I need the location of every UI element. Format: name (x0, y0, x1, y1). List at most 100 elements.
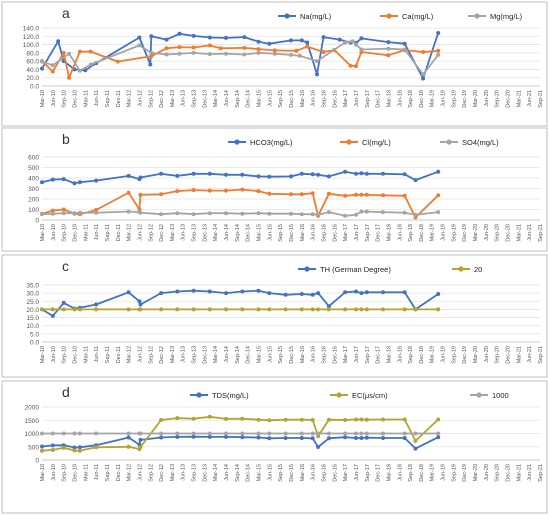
data-point (283, 292, 288, 297)
x-tick-label: Sep-20 (495, 224, 501, 242)
data-point (256, 174, 261, 179)
x-tick-label: Jun-13 (181, 90, 187, 107)
x-tick-label: Jun-19 (441, 90, 447, 107)
data-point (364, 307, 369, 312)
data-point (267, 291, 272, 296)
data-point (364, 192, 369, 197)
x-tick-label: Jun-12 (137, 346, 143, 363)
x-tick-label: Sep-12 (148, 90, 154, 108)
data-point (72, 431, 77, 436)
data-point (149, 34, 154, 39)
legend-swatch-marker (474, 13, 480, 19)
x-tick-label: Jun-18 (397, 464, 403, 481)
data-point (177, 45, 182, 50)
data-point (207, 188, 212, 193)
legend-label: 20 (474, 265, 482, 274)
data-point (289, 192, 293, 197)
x-tick-label: Mar-17 (343, 224, 349, 241)
data-point (256, 39, 261, 44)
legend-label: EC(μs/cm) (352, 391, 388, 400)
data-point (326, 436, 331, 441)
data-point (175, 307, 180, 312)
data-point (224, 172, 228, 177)
data-point (61, 300, 66, 305)
x-tick-label: Sep-11 (105, 224, 111, 241)
x-tick-label: Mar-19 (430, 224, 436, 241)
x-tick-label: Sep-18 (408, 346, 414, 364)
data-point (256, 50, 261, 55)
data-point (299, 192, 304, 197)
data-point (207, 52, 212, 57)
data-point (321, 50, 326, 54)
data-point (191, 50, 196, 55)
x-tick-label: Dec-17 (376, 346, 382, 364)
legend-swatch-marker (234, 139, 240, 145)
x-tick-label: Sep-10 (62, 224, 68, 242)
data-point (207, 431, 212, 436)
data-point (56, 39, 61, 44)
data-point (343, 40, 348, 45)
data-point (267, 211, 272, 216)
legend-swatch-marker (284, 13, 290, 19)
data-point (224, 431, 228, 436)
data-point (364, 417, 369, 422)
data-point (126, 435, 131, 440)
x-tick-label: Mar-11 (83, 346, 89, 363)
x-tick-label: Jun-21 (527, 90, 533, 107)
data-point (326, 174, 331, 179)
x-tick-label: Sep-15 (278, 90, 284, 108)
chart-panel-b: b 0 100 200 300 400 500 600 Mar-10 Jun-10 Sep-10 De… (1, 127, 548, 252)
data-point (138, 431, 143, 436)
data-point (191, 33, 196, 38)
x-tick-label: Jun-15 (267, 346, 273, 363)
y-tick-label: 0 (35, 458, 39, 465)
y-tick-label: 400 (28, 176, 39, 183)
data-point (240, 211, 245, 216)
x-tick-label: Dec-18 (419, 224, 425, 242)
data-point (61, 177, 66, 182)
data-point (436, 435, 441, 440)
x-tick-label: Sep-18 (408, 90, 414, 108)
data-point (421, 72, 426, 77)
x-tick-label: Dec-12 (159, 346, 165, 364)
x-tick-label: Mar-19 (430, 90, 436, 107)
x-tick-label: Dec-13 (202, 224, 208, 242)
data-point (267, 436, 272, 441)
data-point (326, 417, 331, 422)
data-point (316, 445, 321, 449)
data-point (299, 212, 304, 217)
y-tick-label: 100 (28, 207, 39, 214)
legend-swatch-marker (346, 139, 352, 145)
data-point (289, 211, 293, 216)
x-tick-label: Sep-17 (365, 224, 371, 242)
data-point (88, 62, 93, 67)
x-tick-label: Dec-18 (419, 90, 425, 108)
x-tick-label: Jun-17 (354, 90, 360, 107)
y-tick-label: 0.0 (30, 340, 39, 347)
data-point (240, 435, 245, 440)
data-point (386, 46, 391, 51)
x-tick-label: Mar-15 (257, 346, 263, 363)
data-point (364, 290, 369, 295)
data-point (343, 193, 348, 198)
y-tick-label: 5.0 (30, 331, 39, 338)
data-point (83, 68, 88, 73)
x-tick-label: Jun-19 (441, 464, 447, 481)
x-tick-label: Sep-15 (278, 346, 284, 364)
data-point (256, 288, 261, 293)
x-tick-label: Sep-20 (495, 346, 501, 364)
data-point (207, 35, 212, 40)
data-point (61, 50, 66, 55)
data-point (316, 431, 321, 436)
data-point (94, 445, 99, 450)
x-tick-label: Dec-14 (246, 346, 252, 364)
x-tick-label: Mar-17 (343, 464, 349, 481)
x-tick-label: Sep-14 (235, 346, 241, 364)
x-tick-label: Jun-10 (51, 90, 57, 107)
data-point (364, 171, 369, 176)
data-point (402, 210, 407, 215)
x-tick-label: Jun-13 (181, 464, 187, 481)
legend-swatch-marker (386, 13, 392, 19)
data-point (72, 448, 77, 453)
x-tick-label: Jun-18 (397, 346, 403, 363)
